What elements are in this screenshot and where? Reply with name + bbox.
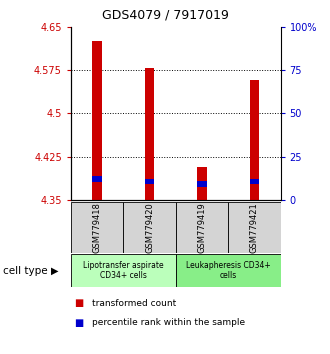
Bar: [71, 254, 176, 287]
Text: cell type: cell type: [3, 266, 48, 276]
Text: GSM779421: GSM779421: [250, 202, 259, 253]
Text: Lipotransfer aspirate
CD34+ cells: Lipotransfer aspirate CD34+ cells: [83, 261, 164, 280]
Bar: [197, 167, 207, 200]
Text: GSM779420: GSM779420: [145, 202, 154, 253]
Text: GDS4079 / 7917019: GDS4079 / 7917019: [102, 9, 228, 22]
Text: GSM779419: GSM779419: [197, 202, 207, 253]
Bar: [249, 179, 259, 184]
Text: transformed count: transformed count: [92, 299, 177, 308]
Bar: [197, 181, 207, 187]
Bar: [71, 202, 123, 253]
Bar: [123, 202, 176, 253]
Text: GSM779418: GSM779418: [93, 202, 102, 253]
Bar: [176, 202, 228, 253]
Bar: [92, 41, 102, 200]
Bar: [145, 68, 154, 200]
Text: ▶: ▶: [51, 266, 59, 276]
Text: ■: ■: [74, 318, 83, 328]
Bar: [92, 176, 102, 182]
Bar: [176, 254, 280, 287]
Text: Leukapheresis CD34+
cells: Leukapheresis CD34+ cells: [186, 261, 271, 280]
Text: percentile rank within the sample: percentile rank within the sample: [92, 318, 246, 327]
Bar: [249, 80, 259, 200]
Bar: [228, 202, 280, 253]
Text: ■: ■: [74, 298, 83, 308]
Bar: [145, 179, 154, 184]
